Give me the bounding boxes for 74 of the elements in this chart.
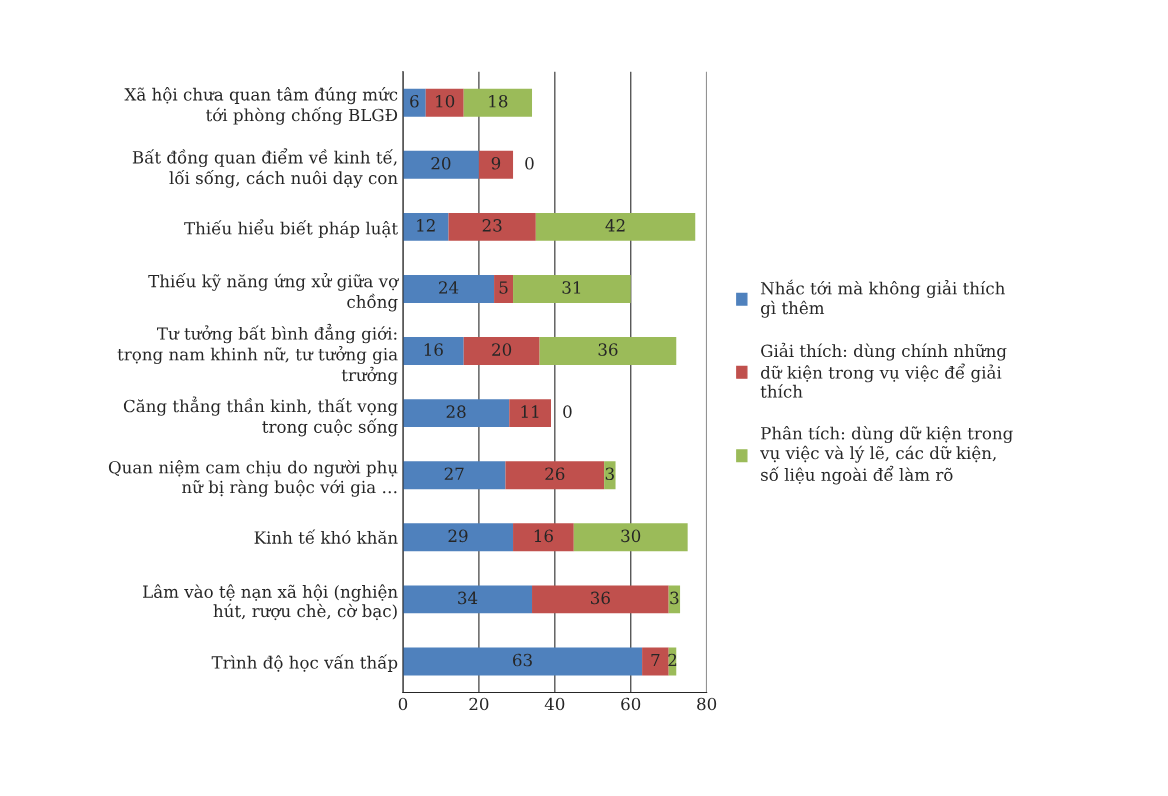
y-tick-label: Tư tưởng bất bình đẳng giới: trọng nam khinh nữ, tư tưởng gia trưởng bbox=[117, 323, 398, 385]
data-label: 27 bbox=[444, 467, 464, 480]
bar bbox=[513, 274, 631, 303]
bar bbox=[539, 337, 677, 366]
data-label: 10 bbox=[436, 94, 455, 108]
data-label: 20 bbox=[431, 157, 451, 170]
x-tick-label: 20 bbox=[469, 697, 489, 711]
bar bbox=[513, 523, 574, 552]
data-label: 23 bbox=[482, 219, 502, 232]
data-label: 16 bbox=[424, 343, 443, 356]
bar bbox=[505, 461, 605, 490]
data-label: 12 bbox=[417, 219, 435, 232]
data-label: 6 bbox=[410, 94, 419, 108]
bar bbox=[402, 212, 449, 241]
legend-label: Phân tích: dùng dữ kiện trong vụ việc và lý lẽ, các dữ kiện, số liệu ngoài để làm rõ bbox=[760, 425, 1013, 485]
data-label: 42 bbox=[605, 219, 625, 232]
bar bbox=[402, 461, 506, 490]
data-label: 63 bbox=[513, 653, 532, 667]
data-label: 31 bbox=[562, 281, 581, 294]
y-tick-label: Lâm vào tệ nạn xã hội (nghiện hút, rượu chè, cờ bạc) bbox=[143, 584, 398, 621]
x-tick-label: 40 bbox=[544, 697, 565, 711]
bar bbox=[402, 585, 533, 614]
bar bbox=[425, 88, 464, 117]
bar bbox=[402, 647, 643, 676]
y-tick-label: Quan niệm cam chịu do người phụ nữ bị ràng buộc với gia … bbox=[108, 460, 398, 497]
y-tick-label: Căng thẳng thần kinh, thất vọng trong cuộc sống bbox=[123, 396, 398, 437]
data-label: 16 bbox=[534, 529, 553, 543]
bar bbox=[478, 150, 514, 179]
bar bbox=[573, 523, 688, 552]
data-label: 2 bbox=[668, 653, 677, 667]
data-label: 29 bbox=[448, 529, 468, 543]
data-label: 3 bbox=[605, 467, 614, 481]
legend-label: Nhắc tới mà không giải thích gì thêm bbox=[760, 279, 1005, 318]
bar bbox=[402, 88, 426, 117]
data-label: 30 bbox=[621, 529, 641, 543]
bar bbox=[509, 399, 551, 428]
bar bbox=[642, 647, 669, 676]
bar bbox=[604, 461, 616, 490]
bar bbox=[402, 274, 495, 303]
x-tick-label: 0 bbox=[398, 697, 408, 711]
bar bbox=[463, 88, 533, 117]
data-label: 36 bbox=[598, 343, 618, 356]
bar bbox=[402, 399, 510, 428]
x-tick-label: 60 bbox=[621, 697, 641, 711]
y-tick-label: Thiếu hiểu biết pháp luật bbox=[184, 219, 398, 238]
y-tick-label: Thiếu kỹ năng ứng xử giữa vợ chồng bbox=[148, 272, 399, 312]
data-label: 36 bbox=[591, 591, 610, 605]
x-tick-label: 80 bbox=[697, 697, 717, 711]
y-tick-label: Bất đồng quan điểm về kinh tế, lối sống, cách nuôi dạy con bbox=[132, 148, 398, 188]
data-label: 11 bbox=[521, 405, 539, 418]
data-label: 18 bbox=[489, 94, 508, 108]
bar bbox=[402, 150, 479, 179]
bar bbox=[448, 212, 536, 241]
data-label: 24 bbox=[439, 281, 459, 294]
y-tick-label: Kinh tế khó khăn bbox=[254, 529, 398, 544]
bar bbox=[494, 274, 514, 303]
data-label: 20 bbox=[492, 343, 512, 356]
data-label: 3 bbox=[670, 591, 679, 605]
data-label: 5 bbox=[499, 281, 508, 294]
bar bbox=[402, 523, 514, 552]
data-label: 26 bbox=[545, 467, 565, 481]
y-tick-label: Trình độ học vấn thấp bbox=[211, 654, 398, 672]
bar bbox=[463, 337, 540, 366]
bar bbox=[535, 212, 696, 241]
data-label: 9 bbox=[491, 157, 501, 170]
data-label: 0 bbox=[563, 405, 572, 418]
data-label: 7 bbox=[651, 653, 660, 667]
data-label: 28 bbox=[446, 405, 466, 418]
y-tick-label: Xã hội chưa quan tâm đúng mức tới phòng chống BLGĐ bbox=[124, 87, 398, 125]
bar bbox=[532, 585, 669, 614]
data-label: 0 bbox=[525, 157, 534, 170]
bar bbox=[402, 337, 464, 366]
legend-label: Giải thích: dùng chính những dữ kiện trong vụ việc để giải thích bbox=[760, 342, 1007, 398]
data-label: 34 bbox=[458, 591, 478, 605]
